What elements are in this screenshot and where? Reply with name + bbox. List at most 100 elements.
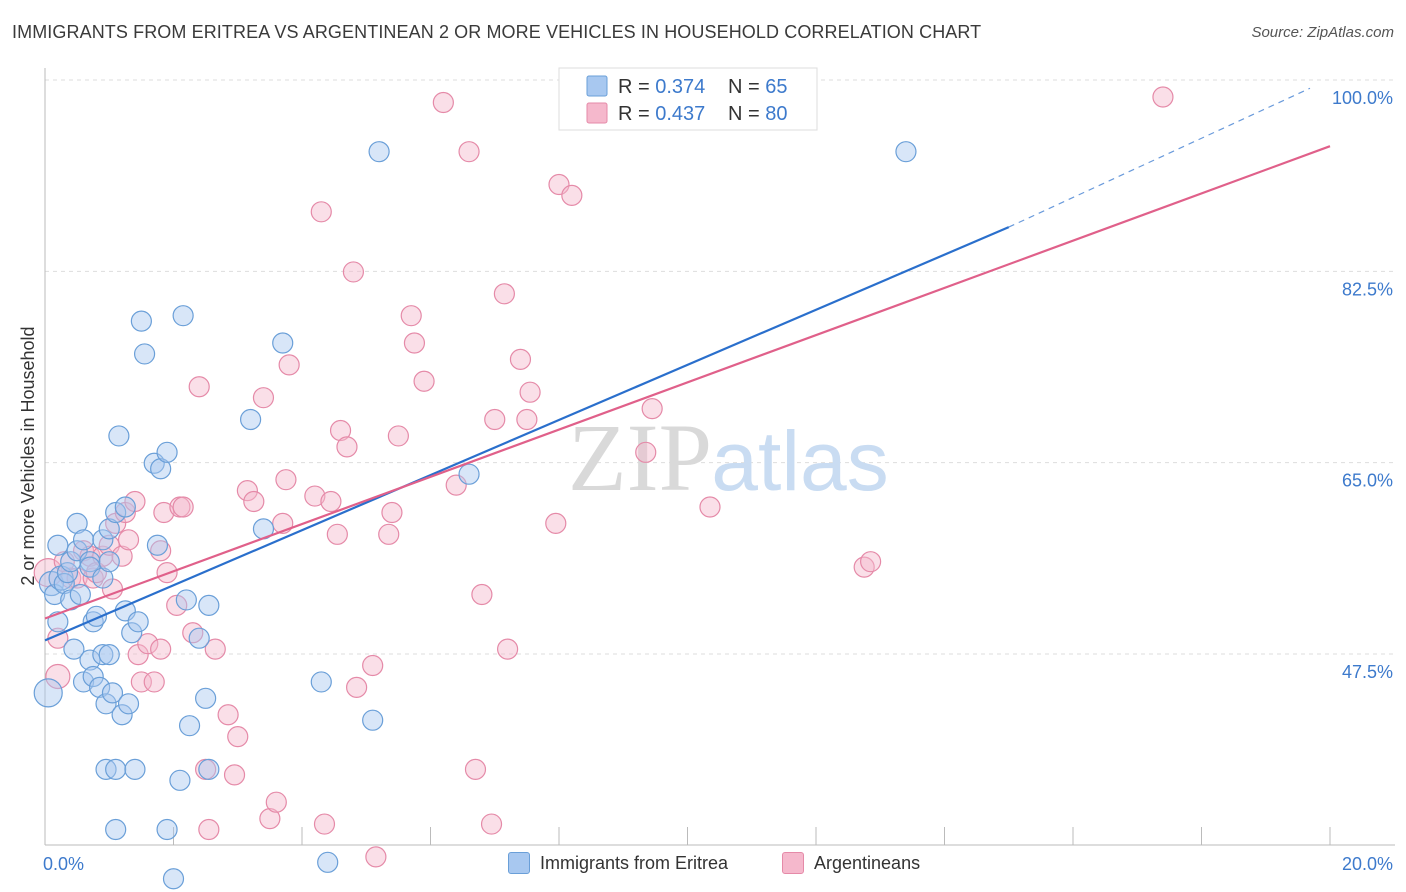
data-point-eritrea [98,643,120,666]
data-point-argentineans [378,523,400,545]
tick-labels: 47.5% 65.0% 82.5% 100.0% 0.0% 20.0% [43,88,1393,874]
data-point-eritrea [72,671,95,693]
data-point-argentineans [150,540,172,562]
trend-line-argentineans [44,145,1331,620]
legend-r-value: 0.374 [655,76,705,98]
legend-item-argentineans[interactable]: Argentineans [782,852,920,874]
watermark-zip: ZIP [568,404,712,511]
data-point-eritrea [92,529,114,551]
data-point-argentineans [188,376,210,398]
x-tick-label: 20.0% [1342,854,1393,874]
data-point-argentineans [143,671,165,693]
trend-lines [44,87,1331,642]
data-point-eritrea [79,551,101,573]
x-tick-label: 0.0% [43,854,84,874]
data-point-argentineans [362,654,384,677]
data-point-argentineans [204,638,226,660]
y-tick-label: 100.0% [1332,88,1393,108]
data-point-eritrea [133,343,156,365]
data-point-eritrea [362,709,384,731]
data-point-eritrea [92,567,114,589]
data-point-eritrea [111,704,133,726]
legend-swatch-argentineans [586,102,608,124]
data-point-eritrea [458,463,480,485]
data-point-eritrea [169,769,191,791]
legend-n-label: N = [728,76,765,98]
legend-n-label: N = [728,103,765,125]
data-point-eritrea [92,643,114,666]
grid-lines [45,79,1395,655]
series-eritrea [33,141,917,890]
legend-r-label: R = [618,103,655,125]
data-point-argentineans [320,490,342,513]
svg-text:R = 0.437: R = 0.437 [618,103,705,125]
data-point-eritrea [124,758,146,781]
data-point-argentineans [699,496,721,518]
legend-swatch-argentineans [782,852,804,874]
data-point-argentineans [413,370,435,392]
y-tick-label: 65.0% [1342,471,1393,491]
legend-label-eritrea: Immigrants from Eritrea [540,852,729,873]
data-point-eritrea [69,583,91,606]
data-point-argentineans [137,633,159,655]
data-point-argentineans [223,764,246,786]
data-point-eritrea [82,665,104,688]
data-point-argentineans [79,545,101,567]
data-point-eritrea [156,441,178,463]
data-point-argentineans [227,725,249,748]
legend-item-eritrea[interactable]: Immigrants from Eritrea [508,852,728,874]
data-point-eritrea [117,693,140,715]
data-point-eritrea [101,682,124,704]
data-point-eritrea [156,818,178,841]
legend-r-value: 0.437 [655,103,705,125]
y-tick-label: 82.5% [1342,279,1393,299]
data-point-argentineans [130,671,152,693]
data-point-eritrea [66,512,88,535]
data-point-argentineans [400,305,422,327]
data-point-argentineans [304,485,326,507]
data-point-eritrea [95,693,117,715]
source-label: Source: ZipAtlas.com [1251,24,1394,41]
legend-n-value: 80 [765,103,787,125]
data-point-argentineans [346,676,368,699]
data-point-eritrea [63,638,85,660]
data-point-argentineans [519,381,541,403]
data-point-eritrea [89,676,111,699]
legend-top: R = 0.374 N = 65 R = 0.437 N = 80 [558,67,818,131]
data-point-argentineans [150,638,172,660]
data-point-eritrea [72,529,95,551]
data-point-eritrea [175,589,197,611]
svg-text:R = 0.374: R = 0.374 [618,76,705,98]
data-point-argentineans [403,332,426,354]
data-point-argentineans [484,408,506,431]
data-point-eritrea [195,687,217,709]
data-point-argentineans [342,261,364,283]
data-point-argentineans [381,501,403,524]
data-point-eritrea [272,332,294,354]
data-point-eritrea [105,758,127,781]
data-point-argentineans [641,398,663,420]
data-point-argentineans [464,758,487,781]
data-point-argentineans [310,201,332,223]
data-point-argentineans [243,490,265,513]
data-point-eritrea [108,425,130,447]
data-point-argentineans [336,436,358,458]
data-point-argentineans [493,283,515,305]
data-point-argentineans [111,545,133,567]
data-point-argentineans [635,441,657,463]
series-argentineans [33,86,1174,868]
data-point-argentineans [432,91,454,114]
data-point-eritrea [47,534,69,556]
data-point-argentineans [480,813,503,835]
data-point-argentineans [265,791,287,813]
watermark: ZIP atlas [568,404,889,511]
data-point-argentineans [313,813,336,835]
data-point-argentineans [561,184,583,206]
data-point-eritrea [114,496,136,518]
data-point-argentineans [236,480,258,502]
data-point-argentineans [278,354,300,376]
data-point-argentineans [516,408,538,431]
data-point-eritrea [895,141,917,163]
data-point-eritrea [310,671,332,693]
